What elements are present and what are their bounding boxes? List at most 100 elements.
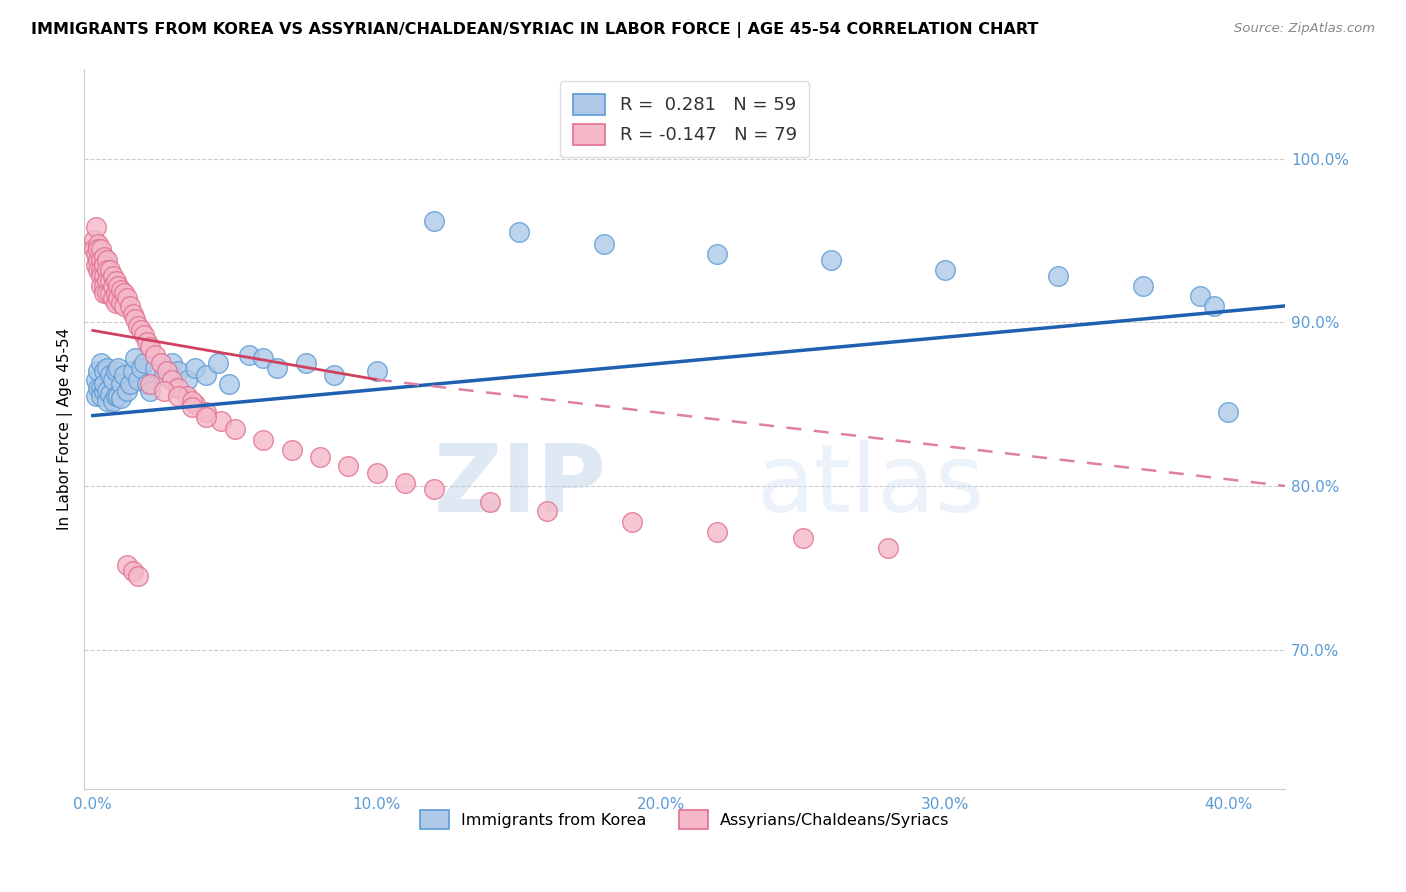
Point bbox=[138, 377, 160, 392]
Point bbox=[309, 450, 332, 464]
Point bbox=[90, 242, 112, 256]
Text: Source: ZipAtlas.com: Source: ZipAtlas.com bbox=[1234, 22, 1375, 36]
Point bbox=[337, 459, 360, 474]
Point bbox=[90, 356, 112, 370]
Point bbox=[129, 361, 152, 376]
Point bbox=[115, 384, 138, 398]
Point bbox=[84, 389, 107, 403]
Point bbox=[96, 285, 118, 300]
Point bbox=[104, 285, 127, 300]
Point bbox=[96, 253, 118, 268]
Point bbox=[101, 279, 124, 293]
Point bbox=[110, 295, 132, 310]
Point bbox=[84, 373, 107, 387]
Point bbox=[706, 524, 728, 539]
Point bbox=[143, 361, 166, 376]
Point bbox=[84, 246, 107, 260]
Point bbox=[252, 351, 274, 366]
Point bbox=[87, 263, 110, 277]
Point bbox=[184, 361, 207, 376]
Point bbox=[104, 389, 127, 403]
Point bbox=[127, 318, 149, 333]
Point bbox=[127, 373, 149, 387]
Point bbox=[536, 503, 558, 517]
Point bbox=[127, 569, 149, 583]
Point bbox=[422, 214, 444, 228]
Point bbox=[1047, 269, 1070, 284]
Legend: Immigrants from Korea, Assyrians/Chaldeans/Syriacs: Immigrants from Korea, Assyrians/Chaldea… bbox=[413, 804, 956, 835]
Text: atlas: atlas bbox=[756, 441, 986, 533]
Point bbox=[115, 558, 138, 572]
Point bbox=[394, 475, 416, 490]
Point bbox=[167, 381, 190, 395]
Point bbox=[90, 269, 112, 284]
Point bbox=[176, 373, 198, 387]
Point bbox=[107, 361, 129, 376]
Point bbox=[93, 258, 115, 272]
Point bbox=[110, 391, 132, 405]
Text: IMMIGRANTS FROM KOREA VS ASSYRIAN/CHALDEAN/SYRIAC IN LABOR FORCE | AGE 45-54 COR: IMMIGRANTS FROM KOREA VS ASSYRIAN/CHALDE… bbox=[31, 22, 1038, 38]
Point bbox=[98, 263, 121, 277]
Point bbox=[1218, 405, 1240, 419]
Point bbox=[792, 532, 814, 546]
Point bbox=[118, 299, 141, 313]
Point bbox=[706, 246, 728, 260]
Point bbox=[323, 368, 346, 382]
Point bbox=[124, 351, 146, 366]
Point bbox=[181, 401, 204, 415]
Point bbox=[83, 234, 105, 248]
Point bbox=[101, 269, 124, 284]
Point bbox=[98, 274, 121, 288]
Point bbox=[107, 291, 129, 305]
Point bbox=[129, 323, 152, 337]
Point bbox=[422, 483, 444, 497]
Point bbox=[224, 422, 246, 436]
Point bbox=[195, 410, 218, 425]
Point bbox=[112, 299, 135, 313]
Point bbox=[592, 236, 614, 251]
Point bbox=[110, 377, 132, 392]
Point bbox=[820, 253, 842, 268]
Text: ZIP: ZIP bbox=[434, 441, 607, 533]
Point bbox=[118, 377, 141, 392]
Point bbox=[84, 220, 107, 235]
Point bbox=[107, 279, 129, 293]
Point bbox=[115, 291, 138, 305]
Point bbox=[96, 393, 118, 408]
Point bbox=[143, 348, 166, 362]
Point bbox=[87, 381, 110, 395]
Point bbox=[93, 377, 115, 392]
Point bbox=[266, 361, 288, 376]
Point bbox=[195, 405, 218, 419]
Point bbox=[93, 285, 115, 300]
Point bbox=[90, 279, 112, 293]
Point bbox=[83, 242, 105, 256]
Point bbox=[621, 515, 644, 529]
Point bbox=[162, 356, 184, 370]
Point bbox=[93, 279, 115, 293]
Y-axis label: In Labor Force | Age 45-54: In Labor Force | Age 45-54 bbox=[58, 327, 73, 530]
Point bbox=[104, 274, 127, 288]
Point bbox=[87, 253, 110, 268]
Point bbox=[90, 263, 112, 277]
Point bbox=[156, 364, 179, 378]
Point bbox=[110, 283, 132, 297]
Point bbox=[132, 328, 155, 343]
Point bbox=[1132, 279, 1154, 293]
Point bbox=[87, 236, 110, 251]
Point bbox=[104, 364, 127, 378]
Point bbox=[167, 364, 190, 378]
Point bbox=[162, 373, 184, 387]
Point bbox=[138, 384, 160, 398]
Point bbox=[101, 373, 124, 387]
Point bbox=[280, 442, 302, 457]
Point bbox=[93, 269, 115, 284]
Point bbox=[207, 356, 229, 370]
Point bbox=[84, 258, 107, 272]
Point bbox=[98, 368, 121, 382]
Point bbox=[101, 291, 124, 305]
Point bbox=[112, 285, 135, 300]
Point bbox=[90, 253, 112, 268]
Point bbox=[93, 250, 115, 264]
Point bbox=[124, 312, 146, 326]
